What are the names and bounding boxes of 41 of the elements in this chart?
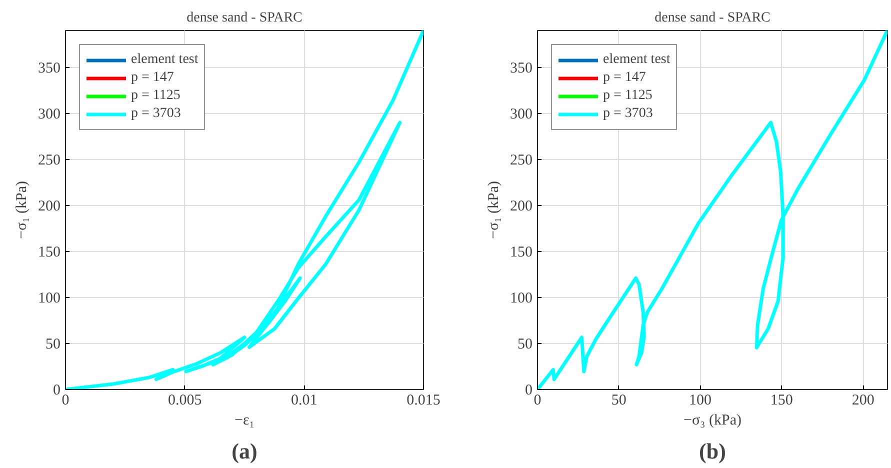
y-tick-label: 0 [525, 382, 532, 398]
legend-label: p = 3703 [603, 105, 653, 123]
x-tick-label: 0.015 [406, 392, 440, 408]
text: (a) [232, 438, 258, 464]
y-tick-label: 350 [38, 60, 60, 76]
chart-title: dense sand - SPARC [654, 10, 770, 26]
y-tick-label: 50 [46, 336, 60, 352]
x-axis-title: −σ₃ (kPa) [683, 412, 742, 428]
legend-label: element test [603, 51, 670, 69]
y-tick-label: 150 [510, 244, 532, 260]
legend-label: p = 3703 [131, 105, 181, 123]
legend-label: element test [131, 51, 198, 69]
x-axis-title: −ε₁ [234, 412, 255, 428]
line-series [538, 30, 888, 390]
y-tick-label: 300 [38, 106, 60, 122]
x-tick-label: 50 [611, 392, 626, 408]
line-series [66, 30, 424, 390]
x-tick-label: 200 [852, 392, 874, 408]
y-tick-label: 100 [510, 290, 532, 306]
text: (b) [699, 438, 726, 464]
y-axis-title: −σ₁ (kPa) [486, 180, 502, 240]
y-tick-label: 300 [510, 106, 532, 122]
y-tick-label: 0 [53, 382, 60, 398]
y-tick-label: 200 [38, 198, 60, 214]
y-tick-label: 150 [38, 244, 60, 260]
y-axis-title: −σ₁ (kPa) [14, 180, 30, 240]
x-tick-label: 0.01 [291, 392, 318, 408]
y-tick-label: 200 [510, 198, 532, 214]
y-tick-label: 100 [38, 290, 60, 306]
legend-label: p = 1125 [603, 87, 652, 105]
x-tick-label: 100 [689, 392, 712, 408]
legend-label: p = 147 [131, 69, 174, 87]
y-tick-label: 250 [510, 152, 532, 168]
y-tick-label: 50 [518, 336, 532, 352]
legend-label: p = 1125 [131, 87, 180, 105]
chart-title: dense sand - SPARC [186, 10, 302, 26]
legend-label: p = 147 [603, 69, 646, 87]
y-tick-label: 350 [510, 60, 532, 76]
y-tick-label: 250 [38, 152, 60, 168]
x-tick-label: 0.005 [168, 392, 202, 408]
x-tick-label: 150 [770, 392, 793, 408]
